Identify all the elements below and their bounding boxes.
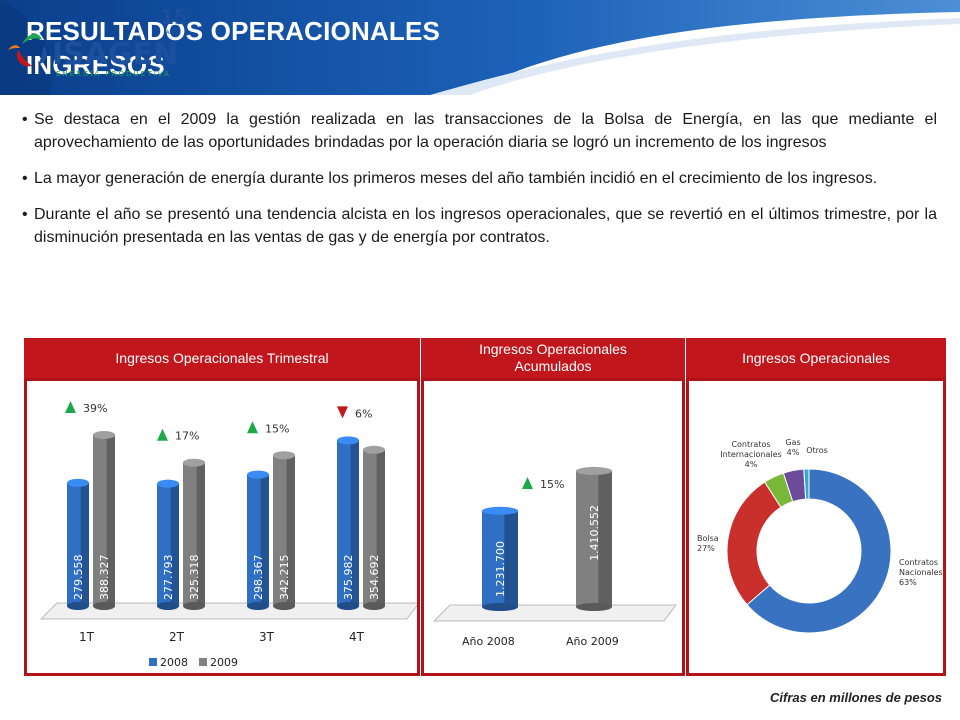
category-label: Año 2008 [462, 635, 515, 648]
change-down-icon [337, 406, 348, 419]
legend-label: 2008 [160, 656, 188, 669]
legend-swatch [199, 658, 207, 666]
logo-tagline: ENERGÍA PRODUCTIVA [56, 69, 171, 78]
bullet-item: Durante el año se presentó una tendencia… [22, 203, 937, 249]
bar-Año 2008 [482, 506, 518, 611]
chart-acumulados-frame: 1.231.700 Año 2008 1.410.552 Año 2009 15% [421, 378, 685, 676]
panel-title: Ingresos Operacionales Trimestral [115, 350, 329, 366]
panel-title: Ingresos Operacionales [742, 350, 890, 366]
data-label: 279.558 [72, 555, 85, 601]
change-label: 17% [175, 430, 199, 443]
panel-header-trimestral: Ingresos Operacionales Trimestral [24, 338, 420, 378]
logo-name: ISAGEN [52, 37, 178, 72]
bar-Año 2009 [576, 466, 612, 611]
legend-swatch [149, 658, 157, 666]
chart-floor [432, 604, 677, 622]
slide-header: RESULTADOS OPERACIONALES INGRESOS 15 AÑO… [0, 0, 960, 95]
category-label: 2T [169, 630, 185, 644]
data-label: 277.793 [162, 555, 175, 601]
chart-operacionales: Contratos Nacionales 63% Bolsa 27% Contratos I… [697, 438, 943, 634]
panel-header-acumulados: Ingresos Operacionales Acumulados [421, 338, 685, 378]
chart-acumulados: 1.231.700 Año 2008 1.410.552 Año 2009 15% [432, 466, 677, 648]
footnote: Cifras en millones de pesos [770, 690, 942, 705]
title-line-1: RESULTADOS OPERACIONALES [26, 16, 441, 46]
data-label: 325.318 [188, 555, 201, 601]
header-swoosh [0, 0, 960, 95]
change-label: 15% [265, 422, 289, 435]
chart-operacionales-frame: Contratos Nacionales 63% Bolsa 27% Contratos I… [686, 378, 946, 676]
change-label: 39% [83, 402, 107, 415]
bar-2008-2T [157, 479, 179, 610]
panel-title: Ingresos Operacionales Acumulados [479, 341, 627, 374]
logo-anniversary-label: AÑOS [166, 29, 180, 36]
change-label: 6% [355, 407, 372, 420]
data-label: 388.327 [98, 555, 111, 601]
change-up-icon [157, 428, 168, 441]
change-up-icon [247, 421, 258, 434]
logo-anniversary: 15 [160, 5, 188, 29]
bar-2008-4T [337, 436, 359, 610]
chart-trimestral-frame: 279.558 388.327 39% 1T 277.793 325.318 17% 2T 29… [24, 378, 420, 676]
slice-bolsa [726, 481, 782, 606]
logo-symbol-icon [8, 33, 47, 67]
legend-label: 2009 [210, 656, 238, 669]
category-label: 4T [349, 630, 365, 644]
slice-label: Gas 4% [785, 438, 800, 457]
data-label: 354.692 [368, 555, 381, 601]
panel-header-operacionales: Ingresos Operacionales [686, 338, 946, 378]
data-label: 375.982 [342, 555, 355, 601]
bullet-item: Se destaca en el 2009 la gestión realiza… [22, 108, 937, 154]
category-label: 3T [259, 630, 275, 644]
bar-2008-1T [67, 478, 89, 610]
bullet-list: Se destaca en el 2009 la gestión realiza… [22, 108, 937, 262]
slice-label: Bolsa 27% [697, 534, 719, 553]
slice-otros [803, 468, 810, 500]
bar-2009-3T [273, 451, 295, 610]
page-title: RESULTADOS OPERACIONALES INGRESOS [26, 14, 440, 82]
slice-label: Contratos Nacionales 63% [899, 558, 943, 587]
change-up-icon [65, 400, 76, 413]
data-label: 298.367 [252, 555, 265, 601]
data-label: 1.231.700 [494, 541, 507, 597]
change-up-icon [522, 477, 533, 489]
bar-2009-2T [183, 458, 205, 610]
data-label: 1.410.552 [588, 505, 601, 561]
bar-2009-1T [93, 430, 115, 610]
title-line-2: INGRESOS [26, 50, 165, 80]
bar-2008-3T [247, 470, 269, 610]
chart-trimestral: 279.558 388.327 39% 1T 277.793 325.318 17% 2T 29… [39, 400, 420, 669]
slice-label: Contratos Internacionales 4% [720, 440, 781, 469]
isagen-logo: 15 AÑOS ISAGEN ENERGÍA PRODUCTIVA [8, 5, 188, 78]
slice-label: Otros [806, 446, 828, 455]
category-label: Año 2009 [566, 635, 619, 648]
category-label: 1T [79, 630, 95, 644]
bar-2009-4T [363, 445, 385, 610]
data-label: 342.215 [278, 555, 291, 601]
bullet-item: La mayor generación de energía durante l… [22, 167, 937, 190]
slice-contratos-nacionales [746, 468, 892, 634]
change-label: 15% [540, 478, 564, 491]
